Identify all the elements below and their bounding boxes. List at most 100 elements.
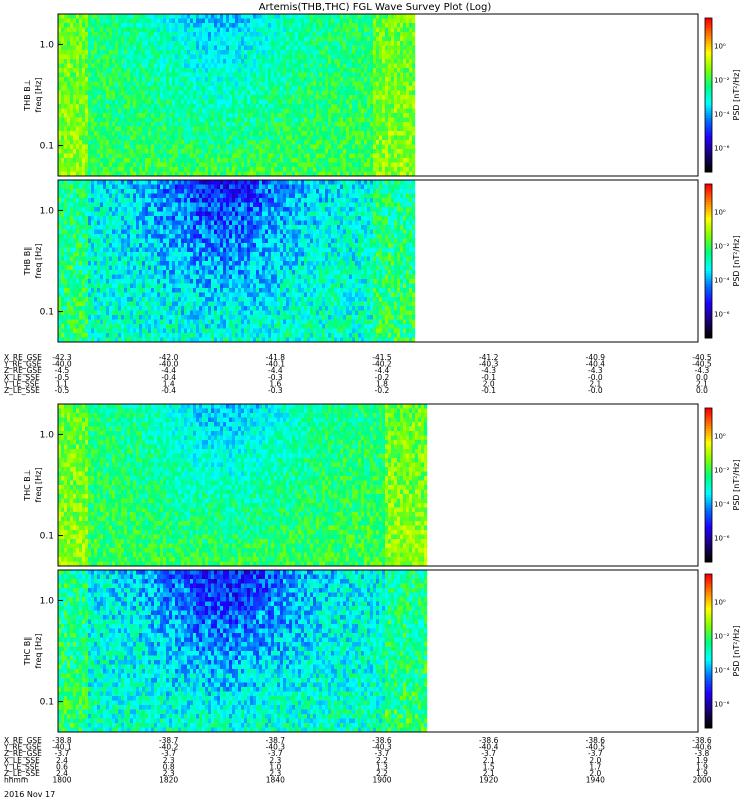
spectrogram-cell	[361, 126, 365, 132]
spectrogram-cell	[166, 126, 170, 132]
spectrogram-cell	[247, 162, 251, 168]
spectrogram-cell	[346, 41, 350, 46]
spectrogram-cell	[313, 36, 317, 42]
spectrogram-cell	[373, 81, 377, 87]
spectrogram-cell	[355, 126, 359, 132]
spectrogram-cell	[298, 54, 302, 60]
spectrogram-cell	[121, 104, 125, 109]
spectrogram-cell	[97, 68, 101, 73]
spectrogram-cell	[235, 90, 239, 96]
spectrogram-cell	[220, 90, 224, 96]
spectrogram-cell	[199, 158, 203, 163]
spectrogram-cell	[88, 167, 92, 172]
spectrogram-cell	[127, 158, 131, 163]
spectrogram-cell	[178, 153, 182, 159]
spectrogram-cell	[247, 27, 251, 33]
spectrogram-cell	[274, 171, 278, 177]
spectrogram-cell	[400, 162, 404, 168]
spectrogram-cell	[214, 63, 218, 69]
spectrogram-cell	[70, 149, 74, 154]
spectrogram-cell	[238, 167, 242, 172]
spectrogram-cell	[352, 171, 356, 177]
spectrogram-cell	[319, 23, 323, 28]
spectrogram-cell	[259, 14, 263, 19]
spectrogram-cell	[388, 108, 392, 114]
spectrogram-cell	[412, 23, 416, 28]
spectrogram-cell	[409, 162, 413, 168]
spectrogram-cell	[343, 77, 347, 82]
spectrogram-cell	[310, 171, 314, 177]
spectrogram-cell	[97, 301, 101, 307]
spectrogram-cell	[94, 274, 98, 280]
spectrogram-cell	[295, 27, 299, 33]
spectrogram-cell	[301, 144, 305, 150]
spectrogram-cell	[319, 36, 323, 42]
spectrogram-cell	[220, 54, 224, 60]
spectrogram-cell	[382, 54, 386, 60]
spectrogram-cell	[289, 131, 293, 136]
spectrogram-cell	[403, 126, 407, 132]
spectrogram-cell	[169, 122, 173, 127]
spectrogram-cell	[184, 72, 188, 78]
spectrogram-cell	[196, 167, 200, 172]
spectrogram-cell	[169, 131, 173, 136]
spectrogram-cell	[265, 113, 269, 118]
spectrogram-cell	[370, 50, 374, 55]
spectrogram-cell	[298, 131, 302, 136]
spectrogram-cell	[133, 90, 137, 96]
spectrogram-cell	[97, 135, 101, 141]
spectrogram-cell	[391, 18, 395, 24]
spectrogram-cell	[355, 162, 359, 168]
spectrogram-cell	[100, 207, 104, 212]
spectrogram-cell	[82, 104, 86, 109]
spectrogram-cell	[64, 131, 68, 136]
spectrogram-cell	[91, 126, 95, 132]
spectrogram-cell	[238, 81, 242, 87]
spectrogram-cell	[94, 283, 98, 289]
spectrogram-cell	[109, 90, 113, 96]
spectrogram-cell	[202, 50, 206, 55]
spectrogram-cell	[181, 68, 185, 73]
spectrogram-cell	[337, 126, 341, 132]
spectrogram-cell	[100, 81, 104, 87]
spectrogram-cell	[214, 95, 218, 100]
spectrogram-cell	[364, 50, 368, 55]
spectrogram-cell	[220, 68, 224, 73]
spectrogram-cell	[409, 59, 413, 64]
spectrogram-cell	[139, 27, 143, 33]
spectrogram-cell	[373, 126, 377, 132]
spectrogram-cell	[397, 36, 401, 42]
spectrogram-cell	[127, 54, 131, 60]
spectrogram-cell	[412, 36, 416, 42]
spectrogram-cell	[259, 149, 263, 154]
spectrogram-cell	[61, 270, 65, 275]
spectrogram-cell	[319, 27, 323, 33]
spectrogram-cell	[226, 113, 230, 118]
spectrogram-cell	[130, 23, 134, 28]
spectrogram-cell	[208, 36, 212, 42]
spectrogram-cell	[400, 95, 404, 100]
spectrogram-cell	[199, 135, 203, 141]
spectrogram-cell	[157, 27, 161, 33]
spectrogram-cell	[130, 32, 134, 37]
spectrogram-cell	[259, 117, 263, 123]
spectrogram-cell	[355, 90, 359, 96]
spectrogram-cell	[274, 36, 278, 42]
spectrogram-cell	[82, 144, 86, 150]
spectrogram-cell	[208, 131, 212, 136]
spectrogram-cell	[412, 54, 416, 60]
spectrogram-cell	[70, 261, 74, 266]
spectrogram-cell	[409, 113, 413, 118]
spectrogram-cell	[100, 283, 104, 289]
spectrogram-cell	[286, 63, 290, 69]
spectrogram-cell	[208, 149, 212, 154]
spectrogram-cell	[349, 131, 353, 136]
spectrogram-cell	[304, 54, 308, 60]
spectrogram-cell	[370, 135, 374, 141]
spectrogram-cell	[133, 32, 137, 37]
spectrogram-cell	[289, 135, 293, 141]
spectrogram-cell	[79, 270, 83, 275]
spectrogram-cell	[136, 86, 140, 91]
spectrogram-cell	[292, 113, 296, 118]
spectrogram-cell	[238, 23, 242, 28]
